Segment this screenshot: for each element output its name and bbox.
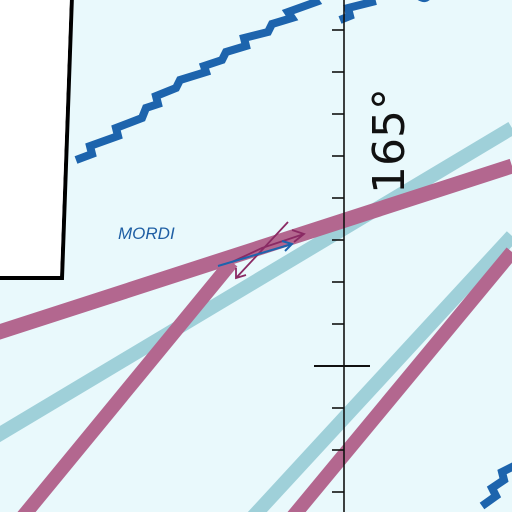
fix-label-mordi: MORDI [118,224,175,243]
meridian-label: 165° [364,88,415,194]
inset-panel-fill [0,0,70,276]
